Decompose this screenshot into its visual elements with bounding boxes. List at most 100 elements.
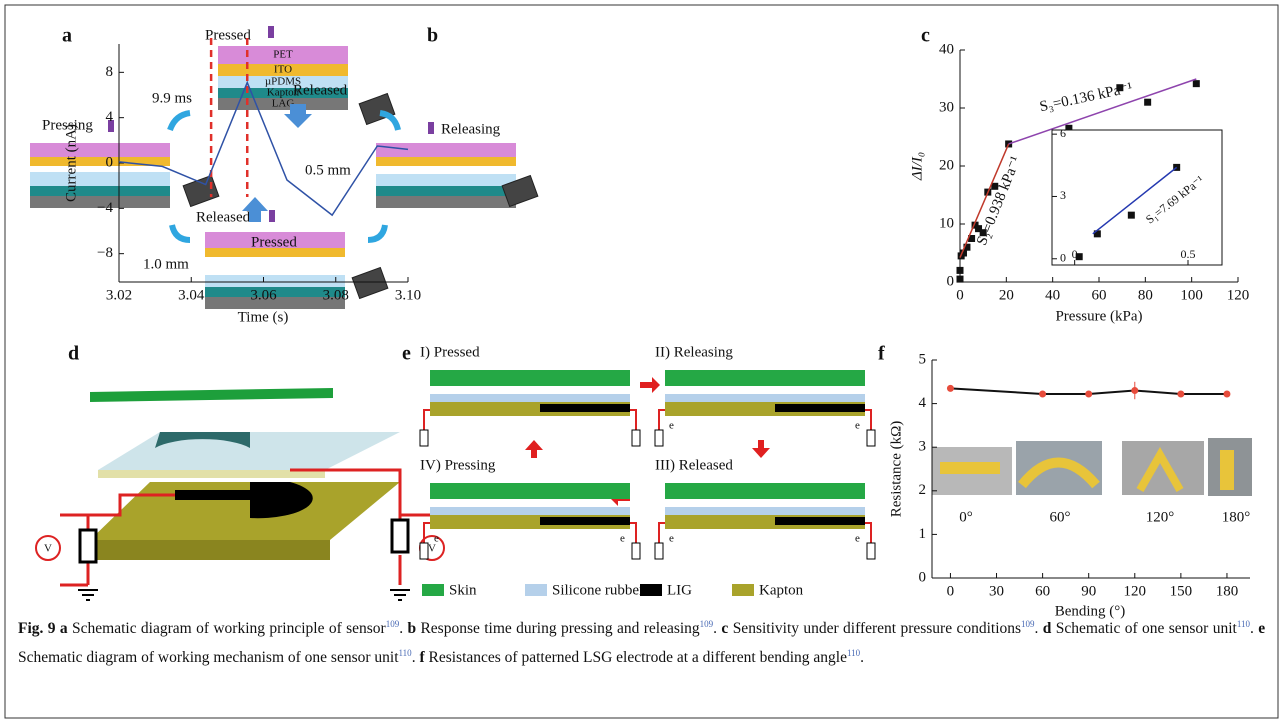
panel-letter: f (878, 343, 885, 365)
state-label: III) Released (655, 457, 733, 473)
layer (205, 248, 345, 257)
layer (205, 287, 345, 297)
panel-d: V V (35, 388, 445, 601)
frame (4, 4, 1279, 719)
arrow (428, 122, 434, 134)
point (1039, 390, 1047, 398)
series-line (959, 143, 1010, 258)
layer-label: Kapton (267, 87, 300, 99)
gap-label: 0.5 mm (305, 162, 351, 178)
resistor (654, 429, 664, 447)
x-tick-label: 0 (956, 287, 964, 303)
caption-part: 109 (385, 619, 400, 629)
layer (218, 64, 348, 76)
legend-label: Kapton (759, 582, 804, 598)
state-label: Pressed (205, 27, 251, 43)
caption: Fig. 9 a Schematic diagram of working pr… (18, 612, 1265, 670)
caption-part: . (860, 649, 865, 666)
caption-part: Fig. 9 (18, 620, 56, 637)
legend-swatch (640, 584, 662, 596)
caption-part: b (407, 620, 417, 637)
y-tick-label: 2 (919, 482, 927, 498)
resistor (419, 542, 429, 560)
layer (430, 507, 630, 515)
layer (205, 297, 345, 309)
caption-part: d (1042, 620, 1052, 637)
gap-label: 1.0 mm (143, 256, 189, 272)
point (1192, 80, 1200, 88)
caption-part: f (419, 649, 425, 666)
annotation: Released (293, 82, 348, 98)
layer (430, 370, 630, 386)
panel-letter: a (62, 25, 72, 47)
state-label: II) Releasing (655, 344, 733, 360)
x-tick-label: 3.10 (395, 287, 421, 303)
meters (182, 92, 539, 300)
caption-part: Resistances of patterned LSG electrode a… (428, 649, 847, 666)
y-tick-label: 0 (947, 273, 955, 289)
y-tick-label: 20 (939, 157, 954, 173)
layer (665, 394, 865, 402)
legend-swatch (732, 584, 754, 596)
state-label: Releasing (441, 121, 501, 137)
point (1223, 390, 1231, 398)
y-tick-label: −4 (97, 200, 113, 216)
electron-label: e (434, 533, 439, 545)
x-tick-label: 3.08 (323, 287, 349, 303)
y-axis-label: Resistance (kΩ) (888, 421, 904, 518)
cycle-arrows (167, 110, 401, 243)
point (1116, 84, 1124, 92)
state-label: Released (196, 209, 251, 225)
caption-part: . (1249, 620, 1254, 637)
legend-label: Skin (449, 582, 477, 598)
y-axis-label: ΔI/I₀ (909, 152, 925, 181)
caption-part: Schematic diagram of working mechanism o… (18, 649, 399, 666)
caption-part: . (411, 649, 416, 666)
point (979, 229, 987, 237)
layer (218, 88, 348, 98)
layer (430, 394, 630, 402)
series-line (118, 80, 409, 217)
series-line (950, 387, 1227, 396)
electron-label: e (669, 533, 674, 545)
caption-part: . (399, 620, 404, 637)
point (968, 235, 976, 242)
y-tick-label: 1 (919, 526, 927, 542)
layer (540, 404, 630, 412)
inset-frame (1051, 129, 1223, 266)
panel-e: I) Pressed II) Releasing III) Released I… (419, 344, 876, 598)
layer (218, 46, 348, 64)
layer (30, 186, 170, 196)
photos (932, 438, 1252, 496)
panel-letter: c (921, 25, 930, 47)
layer-label: PET (273, 49, 293, 61)
point (1065, 124, 1073, 132)
layer (205, 275, 345, 287)
panel-letter: e (402, 343, 411, 365)
caption-part: Response time during pressing and releas… (420, 620, 700, 637)
state-label: IV) Pressing (420, 457, 496, 473)
y-tick-label: 3 (1060, 188, 1066, 202)
electron-label: e (620, 533, 625, 545)
wire (658, 409, 872, 430)
y-tick-label: 0 (106, 154, 114, 170)
caption-part: 109 (1021, 619, 1035, 629)
layer (30, 143, 170, 157)
state-label: I) Pressed (420, 344, 480, 360)
x-tick-label: 150 (1170, 583, 1193, 599)
x-tick-label: 120 (1227, 287, 1250, 303)
caption-part: . (713, 620, 718, 637)
y-tick-label: 30 (939, 99, 954, 115)
meter-label: V (428, 543, 436, 555)
x-tick-label: 80 (1138, 287, 1153, 303)
x-tick-label: 40 (1045, 287, 1060, 303)
y-tick-label: 0 (1060, 251, 1066, 265)
legend-swatch (422, 584, 444, 596)
layer (775, 404, 865, 412)
point (959, 249, 967, 257)
layer (376, 174, 516, 186)
x-tick-label: 0 (947, 583, 955, 599)
caption-part: a (59, 620, 68, 637)
point (991, 182, 999, 190)
legend-label: LIG (667, 582, 692, 598)
